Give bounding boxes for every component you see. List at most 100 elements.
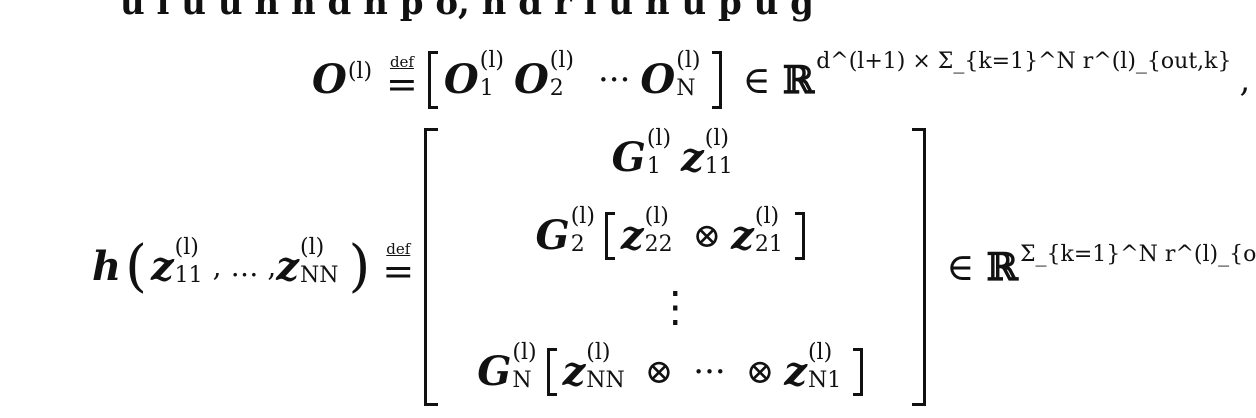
equation-one-item-1-sup: (l) bbox=[479, 48, 504, 73]
equation-two-row-2: G (l) 2 z (l) 22 ⊗ bbox=[535, 206, 815, 261]
equation-one-item-n-base: O bbox=[640, 56, 676, 103]
equation-two-row-4-z1-scripts: (l) NN bbox=[586, 341, 625, 393]
equation-one-def: def = bbox=[386, 53, 418, 107]
equation-two-arg-two-base: z bbox=[276, 243, 299, 290]
equation-two-matrix-content: G (l) 1 z (l) 11 G (l) 2 bbox=[438, 128, 912, 406]
equation-two: h ( z (l) 11 , … , z (l) NN ) def = G (l… bbox=[92, 122, 1256, 412]
equation-two-arg-one-base: z bbox=[150, 243, 174, 290]
equation-two-row-4: G (l) N z (l) NN ⊗ bbox=[477, 341, 873, 396]
equation-one-field-superscript: d^(l+1) × Σ_{k=1}^N r^(l)_{out,k} bbox=[816, 49, 1232, 74]
equation-two-row-3: ⋮ bbox=[654, 281, 697, 331]
equation-two-field-symbol: ℝ bbox=[986, 244, 1018, 289]
equation-one-bracket: O (l) 1 O (l) 2 ··· O (l) N bbox=[427, 50, 723, 109]
equation-two-row-2-z1-scripts: (l) 22 bbox=[644, 206, 673, 258]
equation-one-bracket-content: O (l) 1 O (l) 2 ··· O (l) N bbox=[438, 50, 713, 103]
equation-two-row-4-z2-sub: N1 bbox=[807, 367, 842, 393]
equation-two-arg-one-sub: 11 bbox=[174, 263, 203, 288]
equation-two-row-4-g-scripts: (l) N bbox=[512, 341, 536, 393]
equation-two-arg-one-sup: (l) bbox=[174, 235, 199, 260]
equation-two-right-paren: ) bbox=[348, 234, 371, 299]
equation-one-item-n-sub: N bbox=[676, 76, 696, 101]
equation-two-row-2-z2-sub: 21 bbox=[754, 232, 783, 258]
equation-two-right-bracket bbox=[912, 128, 927, 406]
equation-two-row-4-kron-1: ⊗ bbox=[644, 351, 674, 392]
equation-one-right-bracket bbox=[712, 51, 723, 109]
equation-two-row-4-bracket-content: z (l) NN ⊗ ··· ⊗ z (l) N1 bbox=[557, 341, 854, 395]
equation-two-left-bracket bbox=[424, 128, 439, 406]
equation-two-row-4-dots: ··· bbox=[693, 351, 726, 392]
equation-one-item-2-base: O bbox=[513, 56, 549, 103]
equation-one-field-symbol: ℝ bbox=[782, 57, 815, 102]
equation-one: O (l) def = O (l) 1 O (l) 2 ··· bbox=[312, 42, 1250, 118]
equation-one-def-label: def bbox=[389, 53, 414, 72]
equation-one-item-n-scripts: (l) N bbox=[676, 50, 700, 101]
equation-two-row-4-z2: z bbox=[784, 347, 807, 395]
equation-one-lhs-symbol: O bbox=[312, 56, 347, 103]
equation-two-row-2-z1: z bbox=[620, 212, 644, 260]
equation-one-ellipsis: ··· bbox=[597, 60, 631, 100]
equation-two-arg-one-scripts: (l) 11 bbox=[174, 237, 203, 288]
equation-two-row-2-g-sup: (l) bbox=[570, 204, 595, 230]
equation-two-arg-two-sup: (l) bbox=[300, 235, 325, 260]
equation-one-item-2-sup: (l) bbox=[549, 48, 574, 73]
equation-two-row-2-bracket-content: z (l) 22 ⊗ z (l) 21 bbox=[615, 206, 795, 260]
equation-two-def-symbol: = bbox=[382, 249, 415, 294]
equation-two-matrix: G (l) 1 z (l) 11 G (l) 2 bbox=[424, 128, 927, 406]
equation-two-row-4-z2-sup: (l) bbox=[807, 339, 833, 365]
equation-two-row-1-g: G bbox=[611, 134, 646, 181]
equation-two-row-2-bracket: z (l) 22 ⊗ z (l) 21 bbox=[604, 206, 805, 261]
equation-two-row-1-z-sup: (l) bbox=[704, 126, 729, 151]
equation-two-row-4-g-sup: (l) bbox=[512, 339, 537, 365]
equation-one-lhs-sup: (l) bbox=[347, 59, 373, 84]
equation-one-ending: , bbox=[1239, 60, 1251, 100]
equation-two-row-2-right-bracket bbox=[794, 212, 805, 261]
equation-one-member-symbol: ∈ bbox=[742, 58, 771, 102]
equation-one-item-n-sup: (l) bbox=[676, 48, 701, 73]
equation-one-left-bracket bbox=[427, 51, 438, 109]
equation-two-row-4-z1-sub: NN bbox=[586, 367, 625, 393]
equation-two-row-4-g-sub: N bbox=[512, 367, 532, 393]
equation-two-row-1-z: z bbox=[681, 134, 704, 181]
equation-two-function-symbol: h bbox=[92, 243, 122, 290]
equation-two-arg-two-sub: NN bbox=[300, 263, 339, 288]
equation-two-row-2-z1-sub: 22 bbox=[644, 232, 673, 258]
equation-two-arg-two-scripts: (l) NN bbox=[300, 237, 339, 288]
equation-one-item-1-sub: 1 bbox=[479, 76, 494, 101]
equation-two-row-4-z1: z bbox=[562, 347, 586, 395]
equation-two-field-superscript: Σ_{k=1}^N r^(l)_{out,k} bbox=[1019, 242, 1256, 267]
equation-one-item-1-base: O bbox=[443, 56, 479, 103]
equation-two-row-4-left-bracket bbox=[546, 347, 557, 396]
equation-two-row-4-right-bracket bbox=[853, 347, 864, 396]
equation-two-row-1-g-sup: (l) bbox=[646, 126, 672, 151]
equation-two-row-4-g: G bbox=[477, 347, 512, 395]
equation-two-row-2-g-sub: 2 bbox=[570, 232, 585, 258]
equation-two-row-2-g: G bbox=[535, 212, 570, 260]
equation-two-row-1-g-scripts: (l) 1 bbox=[646, 128, 671, 179]
equation-two-row-4-z1-sup: (l) bbox=[586, 339, 611, 365]
equation-one-lhs-scripts: (l) bbox=[348, 61, 372, 87]
equation-two-row-1: G (l) 1 z (l) 11 bbox=[611, 128, 739, 181]
equation-two-row-2-left-bracket bbox=[604, 212, 615, 261]
equation-two-row-4-kron-2: ⊗ bbox=[745, 351, 775, 392]
equation-two-member-symbol: ∈ bbox=[946, 245, 975, 289]
equation-two-row-2-z2: z bbox=[731, 212, 754, 260]
equation-two-row-1-z-sub: 11 bbox=[704, 154, 733, 179]
equation-two-row-4-bracket: z (l) NN ⊗ ··· ⊗ z (l) N1 bbox=[546, 341, 864, 396]
equation-two-row-2-kron: ⊗ bbox=[692, 216, 722, 257]
equation-two-def: def = bbox=[382, 240, 415, 294]
equation-two-def-label: def bbox=[386, 240, 411, 259]
equation-one-item-1-scripts: (l) 1 bbox=[479, 50, 504, 101]
equation-two-lhs-dots: , … , bbox=[212, 250, 277, 283]
equation-one-item-2-sub: 2 bbox=[549, 76, 564, 101]
equation-one-def-symbol: = bbox=[386, 62, 418, 107]
equation-two-row-2-z1-sup: (l) bbox=[644, 204, 669, 230]
equation-two-row-1-z-scripts: (l) 11 bbox=[704, 128, 733, 179]
equation-one-item-2-scripts: (l) 2 bbox=[549, 50, 574, 101]
top-text-fragment: u l u u n h d n p o, n d r l u n u p u g bbox=[120, 0, 814, 23]
equation-two-row-1-g-sub: 1 bbox=[646, 154, 661, 179]
equation-two-left-paren: ( bbox=[125, 234, 147, 299]
equation-two-row-2-g-scripts: (l) 2 bbox=[570, 206, 595, 258]
equation-two-row-2-z2-scripts: (l) 21 bbox=[754, 206, 783, 258]
equation-two-row-4-z2-scripts: (l) N1 bbox=[807, 341, 842, 393]
